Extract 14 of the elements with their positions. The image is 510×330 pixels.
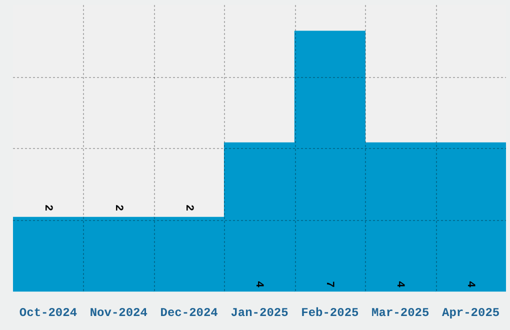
data-label: 2 [182, 204, 194, 212]
x-tick-label: Nov-2024 [90, 306, 148, 320]
x-tick-label: Apr-2025 [442, 306, 500, 320]
data-label: 4 [394, 280, 406, 288]
data-label: 2 [41, 204, 54, 212]
data-label: 4 [252, 280, 265, 288]
x-tick-label: Mar-2025 [372, 306, 430, 320]
x-tick-label: Jan-2025 [230, 306, 288, 320]
data-label: 7 [323, 280, 336, 288]
x-tick-label: Feb-2025 [301, 306, 359, 320]
data-label: 2 [112, 204, 124, 212]
x-tick-label: Oct-2024 [19, 306, 78, 320]
x-tick-label: Dec-2024 [160, 306, 218, 320]
data-label: 4 [464, 280, 476, 288]
